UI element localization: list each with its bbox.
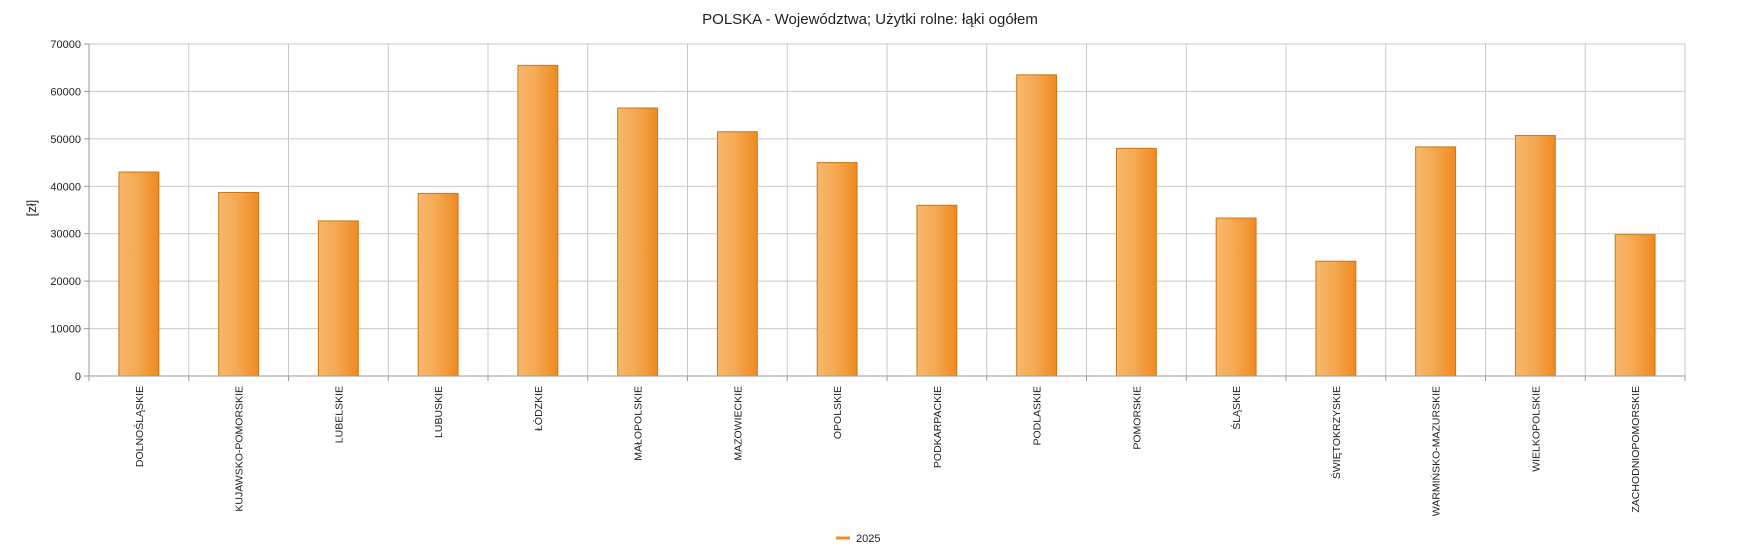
legend-label: 2025 [856,533,880,545]
axes [84,43,1686,381]
bar-zachodniopomorskie [1614,234,1656,377]
chart-title: POLSKA - Województwa; Użytki rolne: łąki… [702,11,1038,28]
x-tick-label: POMORSKIE [1131,386,1143,450]
bar-kujawsko-pomorskie [218,191,260,377]
x-tick-label: PODKARPACKIE [932,386,944,468]
x-tick-label: KUJAWSKO-POMORSKIE [234,386,246,512]
y-axis-label: [zł] [24,200,39,217]
y-tick-labels: 0 10000 20000 30000 40000 50000 60000 70000 [50,39,81,383]
x-tick-label: DOLNOŚLĄSKIE [133,386,146,467]
bar-świętokrzyskie [1315,260,1357,377]
grid-lines [88,43,1686,377]
legend: 2025 [836,533,880,545]
x-tick-label: MAZOWIECKIE [732,386,744,461]
y-tick-label: 50000 [50,134,81,146]
y-tick-label: 20000 [50,276,81,288]
bar-podkarpackie [916,204,958,377]
x-tick-label: ŚWIĘTOKRZYSKIE [1330,386,1343,479]
y-tick-label: 0 [75,371,81,383]
bar-lubuskie [417,192,459,377]
bar-opolskie [816,162,858,377]
x-tick-label: WIELKOPOLSKIE [1530,386,1542,472]
bar-pomorskie [1115,147,1157,377]
x-tick-labels: DOLNOŚLĄSKIE KUJAWSKO-POMORSKIE LUBELSKIE L… [133,386,1642,516]
x-tick-label: LUBELSKIE [333,386,345,443]
bar-mazowieckie [716,131,758,377]
x-tick-label: WARMIŃSKO-MAZURSKIE [1430,386,1443,516]
bar-lubelskie [317,220,359,377]
bar-małopolskie [617,107,659,377]
y-tick-label: 10000 [50,324,81,336]
y-tick-label: 60000 [50,86,81,98]
x-tick-label: OPOLSKIE [832,386,844,439]
x-tick-label: ŚLĄSKIE [1230,386,1243,430]
bar-warmińsko-mazurskie [1415,146,1457,377]
x-tick-label: PODLASKIE [1032,386,1044,446]
x-tick-label: ZACHODNIOPOMORSKIE [1630,386,1642,513]
x-tick-label: MAŁOPOLSKIE [633,386,645,461]
bar-podlaskie [1016,74,1058,377]
bar-łódzkie [517,64,559,377]
y-tick-label: 30000 [50,229,81,241]
bar-śląskie [1215,217,1257,377]
bars [118,64,1656,377]
y-tick-label: 40000 [50,181,81,193]
x-tick-label: ŁÓDZKIE [532,386,545,431]
bar-wielkopolskie [1514,135,1556,377]
x-tick-label: LUBUSKIE [433,386,445,438]
y-tick-label: 70000 [50,39,81,51]
bar-dolnośląskie [118,171,160,377]
